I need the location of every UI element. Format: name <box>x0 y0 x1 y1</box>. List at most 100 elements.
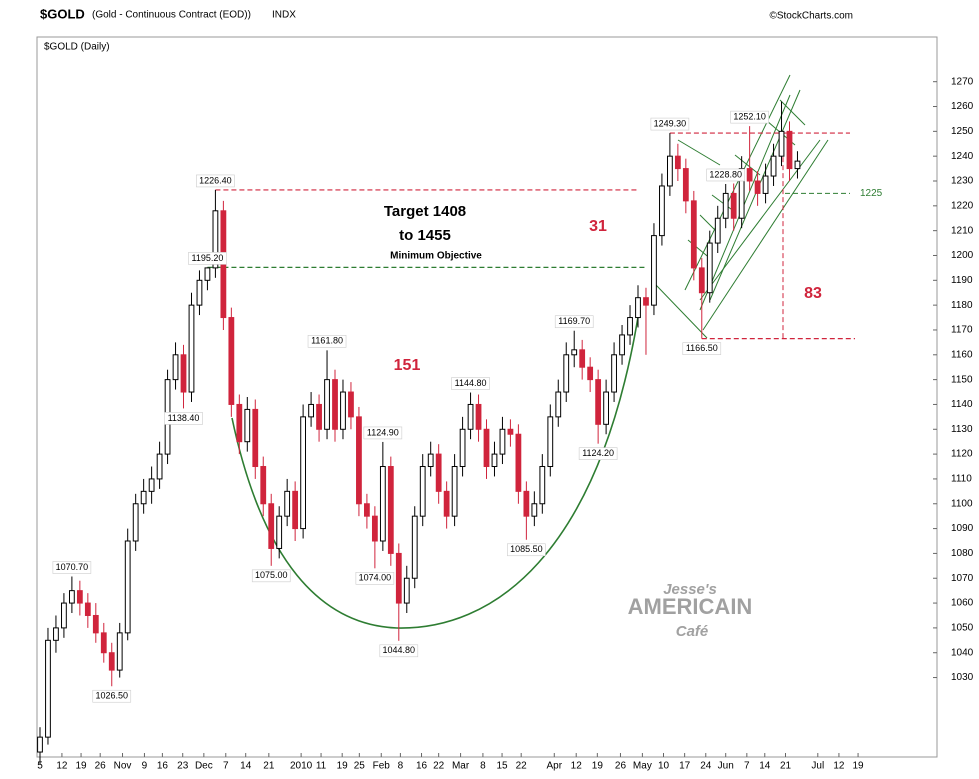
candle-body <box>531 503 538 517</box>
candle-body <box>722 192 729 219</box>
price-label: 1161.80 <box>307 335 347 348</box>
candle-body <box>762 175 769 194</box>
x-tick-label: 12 <box>56 761 68 772</box>
y-tick-label: 1260 <box>951 101 974 112</box>
candle-body <box>651 235 657 306</box>
candle-body <box>579 349 586 368</box>
x-tick-label: 7 <box>744 761 750 772</box>
x-tick-label: 21 <box>780 761 792 772</box>
price-label-text: 1124.20 <box>582 448 614 458</box>
candle-body <box>252 408 259 468</box>
candle-body <box>276 515 283 549</box>
chart-title: (Gold - Continuous Contract (EOD)) <box>92 10 251 21</box>
x-tick-label: Jun <box>718 761 734 772</box>
candle-body <box>395 552 402 604</box>
x-tick-label: 19 <box>853 761 865 772</box>
candle-body <box>284 490 291 517</box>
price-label-box <box>730 110 769 124</box>
y-tick-label: 1130 <box>951 424 973 435</box>
price-label-box <box>507 543 546 557</box>
candle-body <box>435 453 442 492</box>
price-label-box <box>92 689 132 703</box>
y-tick-label: 1140 <box>951 399 973 410</box>
price-label: 1138.40 <box>164 412 203 425</box>
candle-body <box>116 632 123 671</box>
target-text: Target 1408 <box>384 203 466 220</box>
candle-body <box>356 416 362 505</box>
y-tick-label: 1230 <box>951 176 974 187</box>
price-label-text: 1169.70 <box>558 316 590 326</box>
candle-body <box>260 466 267 505</box>
panel-label: $GOLD (Daily) <box>44 42 110 53</box>
x-tick-label: 24 <box>700 761 712 772</box>
price-label-box <box>164 412 203 425</box>
source: ©StockCharts.com <box>769 11 853 22</box>
candle-body <box>45 639 51 738</box>
candle-body <box>746 168 753 182</box>
price-label: 1044.80 <box>379 644 419 658</box>
candle-body <box>403 577 410 604</box>
x-tick-label: 14 <box>240 761 252 772</box>
y-tick-label: 1060 <box>951 598 974 609</box>
x-tick-label: 16 <box>157 761 169 772</box>
candle-body <box>539 466 546 505</box>
price-label-box <box>682 342 722 355</box>
candle-body <box>212 210 219 269</box>
price-label-box <box>650 117 690 131</box>
watermark: Jesse's <box>663 581 717 598</box>
price-label: 1124.20 <box>578 447 618 460</box>
x-tick-label: 23 <box>177 761 189 772</box>
price-label-box <box>52 561 92 574</box>
price-label-text: 1044.80 <box>383 645 416 655</box>
x-tick-label: 21 <box>263 761 275 772</box>
x-tick-label: 19 <box>75 761 87 772</box>
candle-body <box>459 428 466 468</box>
candle-body <box>308 403 314 418</box>
price-label: 1074.00 <box>355 572 395 585</box>
price-label-text: 1195.20 <box>191 253 223 263</box>
symbol: $GOLD <box>40 6 85 21</box>
candle-body <box>499 428 506 455</box>
price-label-box <box>363 426 403 440</box>
plot-frame <box>36 36 938 758</box>
y-tick-label: 1160 <box>951 349 973 360</box>
candle-body <box>364 503 370 517</box>
price-label-text: 1026.50 <box>95 691 128 701</box>
y-tick-label: 1270 <box>951 76 974 87</box>
x-tick-label: 25 <box>354 761 366 772</box>
y-tick-label: 1180 <box>951 300 973 311</box>
candle-body <box>587 366 594 381</box>
x-tick-label: Dec <box>195 761 213 772</box>
candle-body <box>603 391 609 425</box>
price-label: 1070.70 <box>52 561 92 574</box>
candle-body <box>682 168 689 202</box>
x-tick-label: 10 <box>658 761 670 772</box>
price-label-box <box>554 315 594 329</box>
y-tick-label: 1150 <box>951 374 973 385</box>
candle-body <box>244 408 251 443</box>
candle-body <box>411 515 418 579</box>
candle-body <box>738 168 745 219</box>
price-label-box <box>188 252 227 265</box>
price-label-box <box>355 572 395 585</box>
watermark: Café <box>676 623 709 640</box>
target-text: to 1455 <box>399 227 451 244</box>
candle-body <box>204 267 211 281</box>
candle-body <box>635 297 641 319</box>
candle-body <box>571 349 578 356</box>
candle-body <box>770 155 777 177</box>
x-tick-label: 7 <box>223 761 229 772</box>
candle-body <box>108 652 115 671</box>
candle-body <box>156 453 163 480</box>
x-tick-label: 26 <box>615 761 627 772</box>
y-tick-label: 1030 <box>951 672 974 683</box>
price-label-text: 1252.10 <box>733 112 766 122</box>
candle-body <box>84 602 91 616</box>
measured-move: 83 <box>804 285 822 302</box>
x-tick-label: 22 <box>433 761 445 772</box>
price-label: 1124.90 <box>363 426 403 440</box>
y-tick-label: 1090 <box>951 523 974 534</box>
price-label: 1169.70 <box>554 315 594 329</box>
candle-body <box>483 428 490 468</box>
